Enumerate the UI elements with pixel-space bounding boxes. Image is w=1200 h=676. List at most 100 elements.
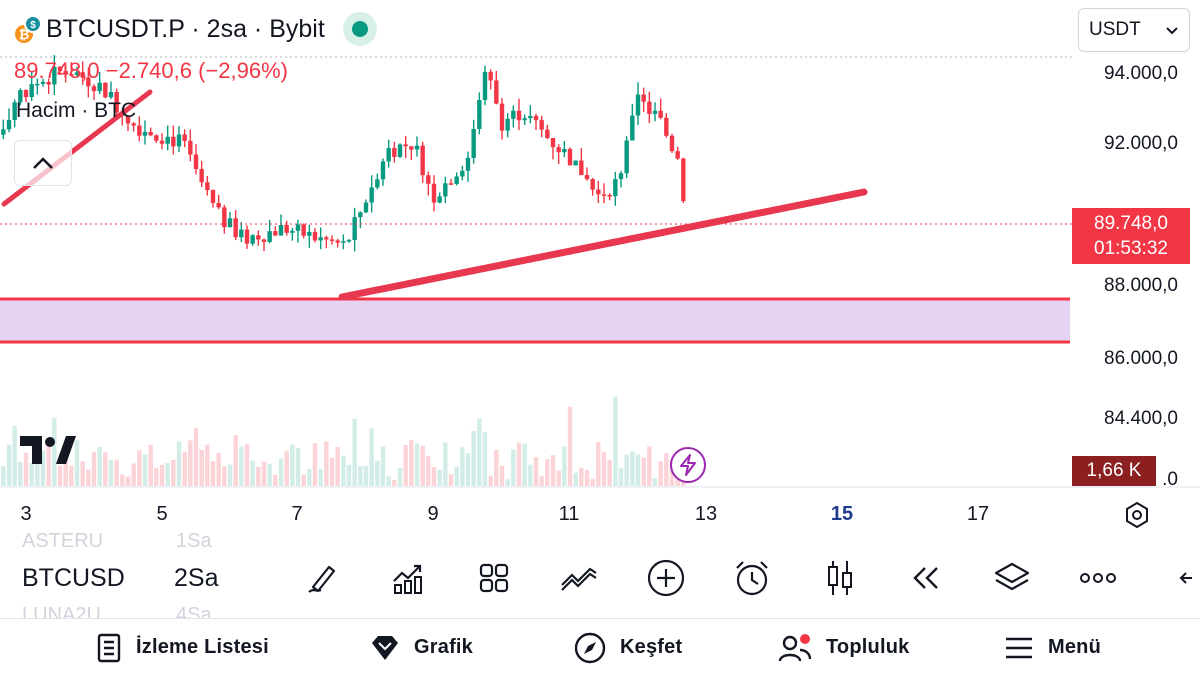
candle-body — [658, 110, 663, 118]
candle-body — [154, 135, 159, 141]
price-axis-label: 92.000,0 — [1104, 133, 1178, 154]
candle-body — [6, 119, 12, 130]
chevron-up-icon — [33, 157, 53, 169]
candle-body — [448, 183, 454, 185]
time-axis-label: 7 — [291, 503, 303, 525]
compare-icon[interactable] — [558, 558, 602, 598]
nav-chart-label: Grafik — [414, 636, 474, 658]
volume-bar — [108, 460, 114, 486]
volume-bar — [193, 428, 199, 486]
volume-bar — [52, 418, 57, 486]
candle-body — [103, 82, 108, 98]
candle-body — [494, 80, 499, 104]
more-icon[interactable] — [1076, 558, 1120, 598]
candle-body — [312, 232, 318, 241]
volume-bar — [278, 458, 284, 486]
volume-indicator-label[interactable]: Hacim · BTC — [16, 99, 137, 122]
toolbar-symbol-button[interactable]: BTCUSD — [22, 564, 125, 592]
volume-bar — [369, 428, 374, 486]
candlesticks — [1, 55, 686, 252]
volume-bar — [528, 464, 533, 486]
volume-bar — [199, 449, 204, 486]
volume-bar — [91, 452, 97, 486]
candle-body — [193, 154, 199, 170]
candle-body — [290, 230, 295, 233]
add-icon[interactable] — [644, 558, 688, 598]
volume-bar — [312, 443, 318, 486]
volume-bar — [57, 465, 63, 486]
volume-bar — [6, 444, 12, 486]
candle-body — [516, 110, 522, 121]
candle-body — [182, 134, 187, 141]
volume-bar — [392, 479, 397, 486]
candle-body — [482, 71, 488, 101]
volume-bar — [165, 463, 170, 486]
flash-icon[interactable] — [670, 447, 706, 483]
volume-bar — [46, 445, 51, 486]
arrow-left-icon[interactable] — [1176, 558, 1200, 598]
candles-icon[interactable] — [818, 558, 862, 598]
diamond-icon — [372, 635, 398, 660]
brush-icon[interactable] — [300, 558, 344, 598]
volume-bar — [239, 446, 244, 486]
candle-body — [227, 218, 233, 228]
templates-icon[interactable] — [472, 558, 516, 598]
layers-icon[interactable] — [990, 558, 1034, 598]
volume-bar — [641, 457, 646, 486]
volume-bar — [148, 444, 153, 486]
volume-bar — [573, 472, 578, 486]
collapse-legend-button[interactable] — [14, 140, 72, 186]
volume-bar — [18, 461, 23, 486]
price-chart[interactable] — [0, 0, 1200, 540]
alert-clock-icon[interactable] — [730, 558, 774, 598]
bottom-navigation: İzleme Listesi Grafik Keşfet Topluluk Me… — [0, 618, 1200, 676]
nav-explore[interactable]: Keşfet — [574, 619, 682, 676]
candle-body — [137, 125, 142, 136]
candle-body — [57, 66, 63, 72]
ghost-interval-above: 1Sa — [176, 530, 212, 552]
candle-body — [97, 82, 102, 92]
candle-body — [239, 229, 244, 238]
candle-body — [635, 94, 641, 116]
volume-bar — [97, 446, 102, 486]
indicators-icon[interactable] — [386, 558, 430, 598]
toolbar-interval-button[interactable]: 2Sa — [174, 564, 219, 592]
candle-body — [652, 110, 658, 114]
volume-bar — [284, 450, 289, 486]
nav-menu[interactable]: Menü — [1004, 619, 1101, 676]
volume-bar — [74, 440, 80, 486]
nav-community[interactable]: Topluluk — [778, 619, 909, 676]
candle-body — [539, 120, 544, 130]
candle-body — [301, 224, 306, 236]
volume-bar — [63, 450, 68, 486]
nav-chart[interactable]: Grafik — [370, 619, 473, 676]
community-icon — [778, 633, 812, 661]
symbol-header[interactable]: ₿ $ BTCUSDT.P · 2sa · Bybit — [14, 12, 377, 46]
symbol-title[interactable]: BTCUSDT.P · 2sa · Bybit — [46, 14, 325, 43]
currency-select[interactable]: USDT — [1078, 8, 1190, 52]
chart-settings-icon[interactable] — [1122, 500, 1152, 535]
volume-bar — [295, 447, 301, 486]
nav-watchlist[interactable]: İzleme Listesi — [96, 619, 269, 676]
candle-body — [613, 179, 618, 197]
candle-body — [278, 225, 284, 236]
volume-bar — [23, 452, 29, 486]
volume-bar — [516, 442, 522, 486]
volume-bar — [550, 455, 556, 486]
candle-body — [69, 74, 74, 76]
volume-bar — [12, 425, 17, 486]
candle-body — [12, 102, 17, 120]
candle-body — [505, 118, 510, 131]
candle-body — [624, 140, 629, 174]
candle-body — [499, 103, 505, 131]
volume-bar — [471, 430, 476, 486]
volume-bar — [460, 447, 465, 486]
candle-body — [91, 86, 97, 92]
candle-body — [358, 212, 363, 218]
candle-body — [148, 131, 153, 136]
volume-bar — [567, 406, 573, 486]
support-zone — [0, 299, 1070, 342]
volume-bar — [494, 449, 499, 486]
candle-body — [443, 183, 448, 197]
replay-icon[interactable] — [904, 558, 948, 598]
